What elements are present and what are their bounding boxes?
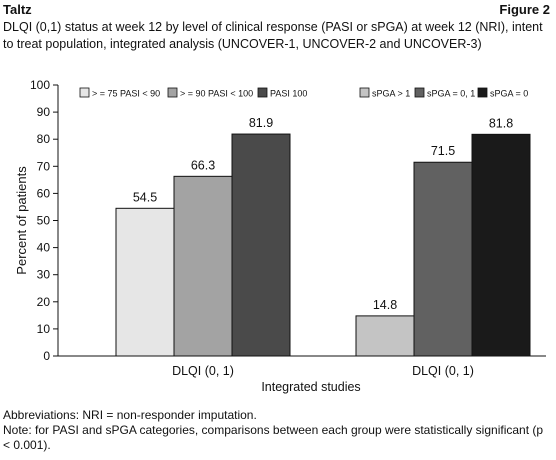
legend-label: > = 75 PASI < 90 [92,89,160,99]
legend-swatch [414,87,425,98]
y-tick-label: 100 [30,78,50,92]
y-tick-label: 70 [37,159,51,173]
legend-swatch [477,87,488,98]
y-tick-label: 20 [37,295,51,309]
y-axis-label: Percent of patients [14,166,29,275]
legend-label: PASI 100 [270,89,307,99]
chart-title: DLQI (0,1) status at week 12 by level of… [3,20,543,51]
data-label: 54.5 [133,190,157,204]
data-label: 81.9 [249,116,273,130]
legend-label: sPGA = 0, 1 [427,89,475,99]
legend-swatch [359,87,370,98]
y-tick-label: 60 [37,186,51,200]
bar [115,207,175,357]
footnote-significance: Note: for PASI and sPGA categories, comp… [3,423,544,452]
footnote-abbreviations: Abbreviations: NRI = non-responder imput… [3,408,257,422]
x-tick-label: DLQI (0, 1) [172,364,234,378]
x-tick-label: DLQI (0, 1) [412,364,474,378]
y-tick-label: 90 [37,105,51,119]
data-label: 14.8 [373,298,397,312]
legend-swatch [79,87,90,98]
bar [413,161,473,357]
data-label: 66.3 [191,158,215,172]
figure-number: Figure 2 [499,2,550,17]
data-label: 81.8 [489,116,513,130]
footnotes: Abbreviations: NRI = non-responder imput… [3,408,551,453]
legend-label: > = 90 PASI < 100 [180,89,253,99]
brand-label: Taltz [3,2,32,17]
bar [471,133,531,357]
y-tick-label: 30 [37,268,51,282]
legend-swatch [257,87,268,98]
bar [173,175,233,357]
data-label: 71.5 [431,144,455,158]
y-tick-label: 0 [43,349,50,363]
y-tick-label: 80 [37,132,51,146]
x-axis-label: Integrated studies [261,380,360,394]
bar [355,315,415,357]
legend-label: sPGA > 1 [372,89,410,99]
y-tick-label: 50 [37,214,51,228]
legend-label: sPGA = 0 [490,89,528,99]
y-tick-label: 10 [37,322,51,336]
legend-swatch [167,87,178,98]
y-tick-label: 40 [37,241,51,255]
bar [231,133,291,357]
